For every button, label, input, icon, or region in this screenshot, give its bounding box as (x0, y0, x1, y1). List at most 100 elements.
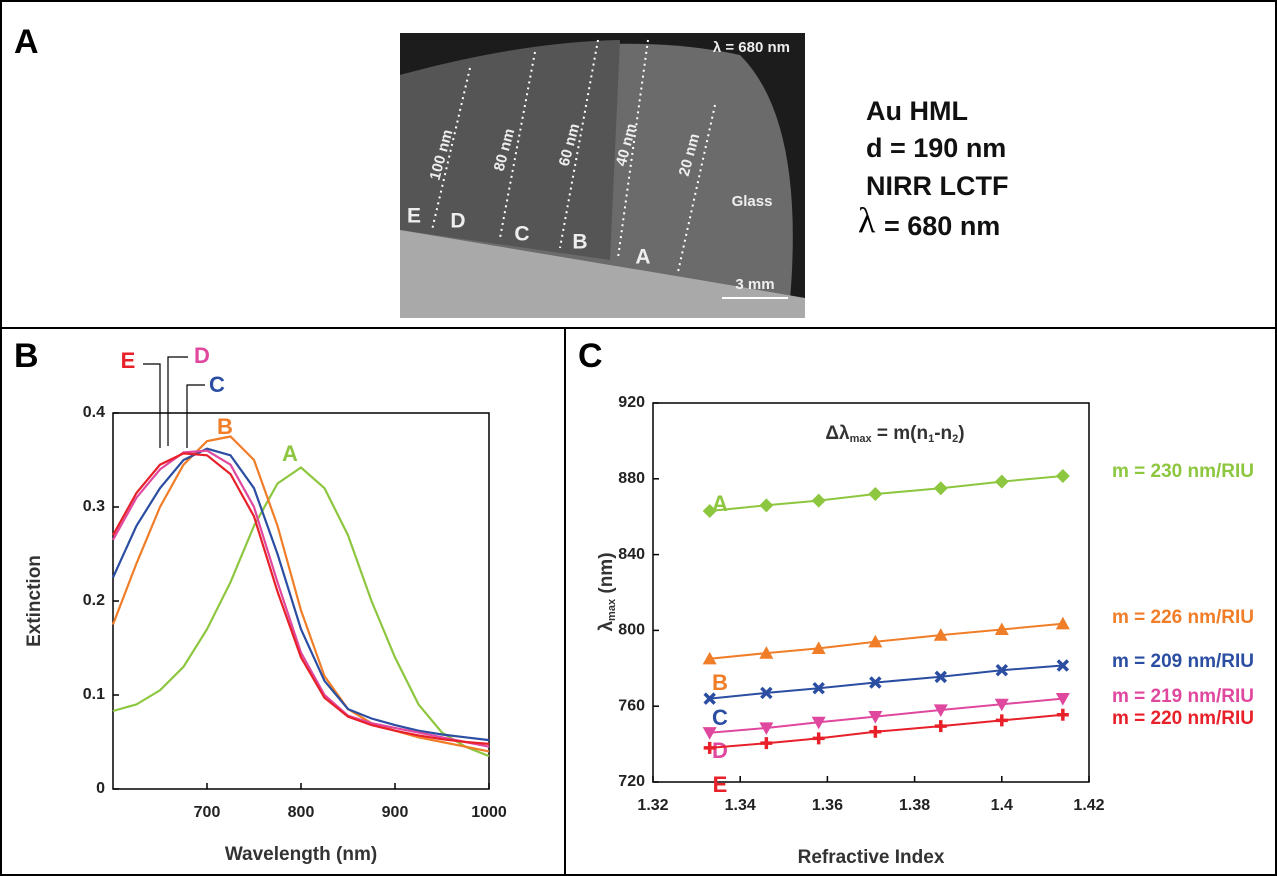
slope-label: m = 230 nm/RIU (1112, 461, 1254, 482)
band (400, 230, 805, 318)
marker (869, 725, 882, 738)
y-tick-label: 0.1 (83, 686, 105, 703)
region-label: B (572, 231, 587, 254)
x-tick-label: 1.36 (812, 797, 843, 814)
marker (1056, 659, 1070, 672)
marker (995, 714, 1008, 727)
film-region (400, 40, 620, 260)
marker (759, 646, 774, 659)
y-axis-label: λmax (nm) (596, 552, 618, 631)
marker (811, 716, 826, 730)
series-label: A (712, 491, 728, 516)
x-tick-label: 1.34 (725, 797, 756, 814)
marker (1056, 708, 1069, 721)
x-axis-label: Refractive Index (798, 847, 945, 868)
x-axis-label: Wavelength (nm) (225, 844, 377, 865)
dotted-lines (431, 39, 716, 273)
marker (812, 681, 825, 695)
subscript: 2 (952, 433, 958, 445)
marker (760, 737, 773, 750)
boundary (617, 39, 649, 259)
series-line (112, 466, 490, 758)
panel-label: A (14, 23, 39, 61)
panel-label: B (14, 337, 39, 375)
series-label: A (282, 441, 298, 466)
x-tick-label: 800 (288, 804, 315, 821)
text-part: ) (958, 423, 964, 444)
slope-label: m = 220 nm/RIU (1112, 708, 1254, 729)
scale-label: 3 mm (735, 276, 774, 293)
marker (995, 663, 1009, 677)
slope-label: m = 219 nm/RIU (1112, 686, 1254, 707)
photo-wavelength: λ = 680 nm (713, 39, 790, 56)
y-tick-label: 720 (618, 773, 645, 790)
photo: λ = 680 nm 100 nm 80 nm 60 nm 40 nm 20 n… (400, 33, 805, 318)
text-part: -n (934, 423, 952, 444)
text-part: λ (596, 621, 617, 632)
marker (1055, 693, 1070, 706)
description: NIRR LCTF (866, 171, 1008, 201)
y-tick-label: 0 (96, 780, 105, 797)
series-label: D (712, 738, 728, 763)
x-tick-label: 1.4 (991, 797, 1013, 814)
marker (868, 711, 883, 724)
boundary (431, 67, 471, 231)
marker (703, 741, 716, 754)
region-label: E (407, 205, 421, 228)
marker (868, 486, 883, 501)
marker (1055, 468, 1070, 483)
description: = 680 nm (884, 211, 1000, 241)
marker (934, 670, 947, 684)
marker (759, 498, 774, 513)
y-tick-label: 920 (618, 394, 645, 411)
region-label: C (514, 223, 529, 246)
panel-label: C (578, 337, 603, 375)
glass-label: Glass (732, 193, 773, 210)
y-tick-label: 880 (618, 470, 645, 487)
series-label: B (217, 414, 233, 439)
series-label: E (121, 348, 136, 373)
marker (702, 504, 717, 519)
marker (994, 474, 1009, 489)
region-label: D (450, 210, 465, 233)
marker (1055, 616, 1070, 630)
y-tick-label: 0.3 (83, 498, 105, 515)
marker (994, 698, 1009, 712)
series-label: D (194, 343, 210, 368)
boundary (677, 104, 716, 273)
region-label: A (635, 246, 650, 269)
leader-line (143, 363, 161, 448)
y-tick-label: 0.2 (83, 592, 105, 609)
y-axis-label: Extinction (24, 555, 45, 647)
series-label: E (713, 772, 728, 797)
subscript: 1 (928, 433, 934, 445)
x-tick-label: 1.38 (899, 797, 930, 814)
subscript: max (606, 598, 618, 621)
series-line (111, 447, 490, 742)
marker (702, 651, 717, 665)
marker (933, 704, 948, 717)
plot-frame (652, 402, 1090, 783)
x-tick-label: 1000 (471, 804, 507, 821)
text-part: (nm) (596, 552, 617, 598)
marker (702, 727, 717, 740)
series-label: C (712, 705, 728, 730)
marker (868, 634, 883, 648)
marker (811, 493, 826, 508)
marker (869, 676, 882, 689)
marker (812, 732, 825, 745)
marker (934, 720, 947, 733)
x-tick-label: 700 (194, 804, 221, 821)
series-label: B (712, 670, 728, 695)
marker (811, 641, 826, 655)
text-part: Δλ (825, 423, 850, 444)
series-label: C (209, 372, 225, 397)
x-tick-label: 900 (382, 804, 409, 821)
marker (760, 686, 773, 700)
leader-line (186, 384, 205, 448)
description: d = 190 nm (866, 133, 1006, 163)
slope-label: m = 226 nm/RIU (1112, 607, 1254, 628)
marker (933, 628, 948, 641)
lambda-symbol: λ (858, 200, 876, 240)
